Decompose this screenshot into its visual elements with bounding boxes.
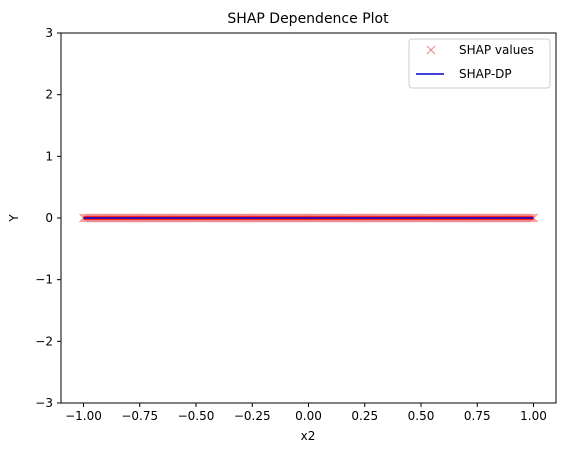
y-axis-label: Y [7, 214, 21, 223]
legend-label-shap-values: SHAP values [459, 43, 534, 57]
chart-title: SHAP Dependence Plot [227, 11, 389, 27]
legend-label-shap-dp: SHAP-DP [459, 67, 512, 81]
y-tick-label: −3 [35, 396, 53, 410]
x-tick-label: 0.00 [295, 409, 322, 423]
x-tick-label: 1.00 [520, 409, 547, 423]
y-tick-label: 1 [45, 149, 53, 163]
y-tick-label: −1 [35, 273, 53, 287]
y-tick-label: 0 [45, 211, 53, 225]
x-tick-label: 0.50 [408, 409, 435, 423]
plot-area [79, 213, 538, 223]
x-tick-label: −0.75 [121, 409, 158, 423]
x-tick-label: 0.75 [464, 409, 491, 423]
y-tick-label: −2 [35, 334, 53, 348]
x-axis-label: x2 [301, 429, 316, 443]
x-tick-label: 0.25 [351, 409, 378, 423]
y-axis-ticks: −3 −2 −1 0 1 2 3 [35, 26, 61, 410]
x-tick-label: −1.00 [65, 409, 102, 423]
x-axis-ticks: −1.00 −0.75 −0.50 −0.25 0.00 0.25 0.50 0.75 1.00 [65, 403, 547, 423]
y-tick-label: 2 [45, 88, 53, 102]
x-tick-label: −0.50 [178, 409, 215, 423]
legend-marker-shap-values [426, 45, 436, 55]
chart-legend: SHAP values SHAP-DP [408, 38, 551, 89]
y-tick-label: 3 [45, 26, 53, 40]
x-tick-label: −0.25 [234, 409, 271, 423]
legend-box [408, 38, 551, 89]
